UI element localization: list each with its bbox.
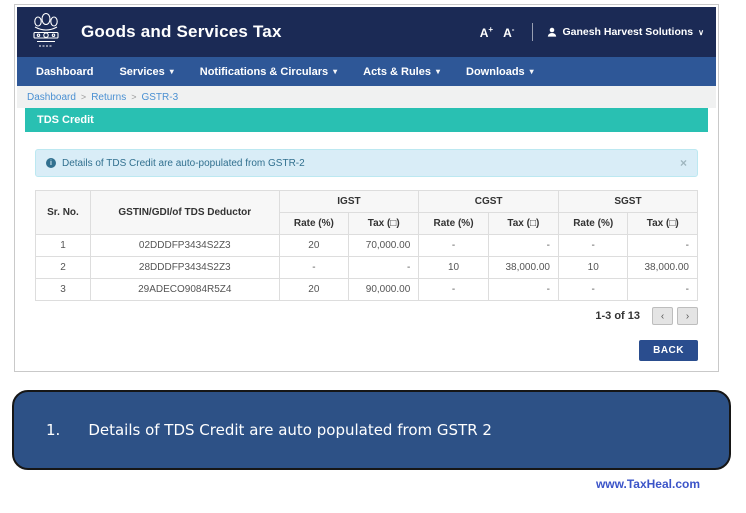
header-divider (532, 23, 534, 41)
col-header-igst-rate: Rate (%) (278, 212, 350, 235)
cell-sgst-tax: - (627, 278, 698, 301)
app-title: Goods and Services Tax (81, 22, 282, 41)
breadcrumb-separator: > (80, 92, 87, 102)
info-alert-text: Details of TDS Credit are auto-populated… (62, 157, 305, 169)
cell-gstin: 29ADECO9084R5Z4 (89, 278, 280, 301)
annotation-number: 1. (46, 421, 61, 439)
breadcrumb: Dashboard > Returns > GSTR-3 (17, 86, 716, 108)
col-header-cgst-rate: Rate (%) (418, 212, 489, 235)
col-header-sgst: SGST (557, 190, 699, 213)
prev-page-button[interactable]: ‹ (652, 307, 673, 325)
col-header-sgst-rate: Rate (%) (557, 212, 629, 235)
chevron-down-icon: ▾ (529, 67, 534, 76)
font-decrease-button[interactable]: A- (503, 24, 515, 40)
breadcrumb-item-dashboard[interactable]: Dashboard (27, 91, 76, 103)
info-alert: i Details of TDS Credit are auto-populat… (35, 149, 698, 177)
col-header-sr-no: Sr. No. (35, 190, 91, 235)
cell-igst-rate: 20 (278, 234, 350, 257)
cell-sr-no: 2 (35, 256, 91, 279)
cell-cgst-rate: - (418, 278, 489, 301)
portal-window: Goods and Services Tax A+ A- Ganesh Harv… (14, 4, 719, 372)
cell-sgst-rate: 10 (557, 256, 629, 279)
chevron-down-icon: ▾ (435, 67, 440, 76)
main-nav: Dashboard Services ▾ Notifications & Cir… (17, 57, 716, 86)
chevron-down-icon: ▾ (169, 67, 174, 76)
cell-sgst-tax: 38,000.00 (627, 256, 698, 279)
breadcrumb-item-gstr-3[interactable]: GSTR-3 (141, 91, 179, 103)
col-header-sgst-tax: Tax (□) (627, 212, 698, 235)
back-row: BACK (35, 340, 698, 361)
table-row: 3 29ADECO9084R5Z4 20 90,000.00 - - - - (35, 278, 698, 301)
cell-igst-rate: - (278, 256, 350, 279)
cell-sr-no: 1 (35, 234, 91, 257)
nav-item-notifications-circulars[interactable]: Notifications & Circulars ▾ (199, 65, 338, 78)
annotation-callout: 1. Details of TDS Credit are auto popula… (12, 390, 731, 470)
cell-cgst-tax: 38,000.00 (487, 256, 559, 279)
col-header-igst-tax: Tax (□) (348, 212, 420, 235)
back-button[interactable]: BACK (639, 340, 698, 361)
user-menu[interactable]: Ganesh Harvest Solutions ∨ (547, 26, 704, 38)
cell-igst-tax: 70,000.00 (348, 234, 420, 257)
breadcrumb-separator: > (131, 92, 137, 102)
section-header: TDS Credit (25, 108, 708, 132)
cell-sgst-tax: - (627, 234, 698, 257)
tds-credit-table: Sr. No. GSTIN/GDI/of TDS Deductor IGST C… (35, 190, 699, 301)
col-header-cgst: CGST (418, 190, 559, 213)
nav-item-acts-rules[interactable]: Acts & Rules ▾ (363, 65, 440, 78)
cell-igst-tax: - (348, 256, 420, 279)
next-page-button[interactable]: › (677, 307, 698, 325)
chevron-down-icon: ∨ (698, 27, 704, 37)
font-increase-button[interactable]: A+ (479, 24, 494, 40)
col-header-cgst-tax: Tax (□) (487, 212, 559, 235)
col-header-gstin: GSTIN/GDI/of TDS Deductor (89, 190, 280, 235)
cell-cgst-rate: 10 (418, 256, 489, 279)
table-row: 1 02DDDFP3434S2Z3 20 70,000.00 - - - - (35, 234, 698, 257)
nav-item-services[interactable]: Services ▾ (119, 65, 174, 78)
header-controls: A+ A- Ganesh Harvest Solutions ∨ (470, 23, 704, 41)
breadcrumb-item-returns[interactable]: Returns (91, 91, 127, 103)
chevron-down-icon: ▾ (333, 67, 338, 76)
cell-igst-rate: 20 (278, 278, 350, 301)
page-content: TDS Credit i Details of TDS Credit are a… (17, 108, 716, 361)
section-body: i Details of TDS Credit are auto-populat… (25, 132, 708, 361)
cell-sr-no: 3 (35, 278, 91, 301)
app-header: Goods and Services Tax A+ A- Ganesh Harv… (17, 7, 716, 57)
cell-gstin: 28DDDFP3434S2Z3 (89, 256, 280, 279)
nav-item-dashboard[interactable]: Dashboard (36, 65, 94, 78)
table-row: 2 28DDDFP3434S2Z3 - - 10 38,000.00 10 38… (35, 256, 698, 279)
col-header-igst: IGST (278, 190, 420, 213)
user-icon (548, 27, 557, 37)
annotation-text: Details of TDS Credit are auto populated… (88, 421, 492, 439)
cell-sgst-rate: - (557, 278, 629, 301)
cell-cgst-rate: - (418, 234, 489, 257)
cell-sgst-rate: - (557, 234, 629, 257)
nav-item-downloads[interactable]: Downloads ▾ (466, 65, 534, 78)
user-name: Ganesh Harvest Solutions (562, 26, 694, 38)
cell-cgst-tax: - (487, 234, 559, 257)
cell-gstin: 02DDDFP3434S2Z3 (89, 234, 280, 257)
cell-igst-tax: 90,000.00 (348, 278, 420, 301)
page-range-label: 1-3 of 13 (595, 310, 640, 322)
info-icon: i (46, 158, 56, 168)
taxheal-link[interactable]: www.TaxHeal.com (595, 477, 700, 491)
cell-cgst-tax: - (487, 278, 559, 301)
india-emblem-icon (33, 12, 59, 47)
pagination: 1-3 of 13 ‹ › (35, 307, 698, 325)
close-icon[interactable]: × (679, 156, 687, 170)
